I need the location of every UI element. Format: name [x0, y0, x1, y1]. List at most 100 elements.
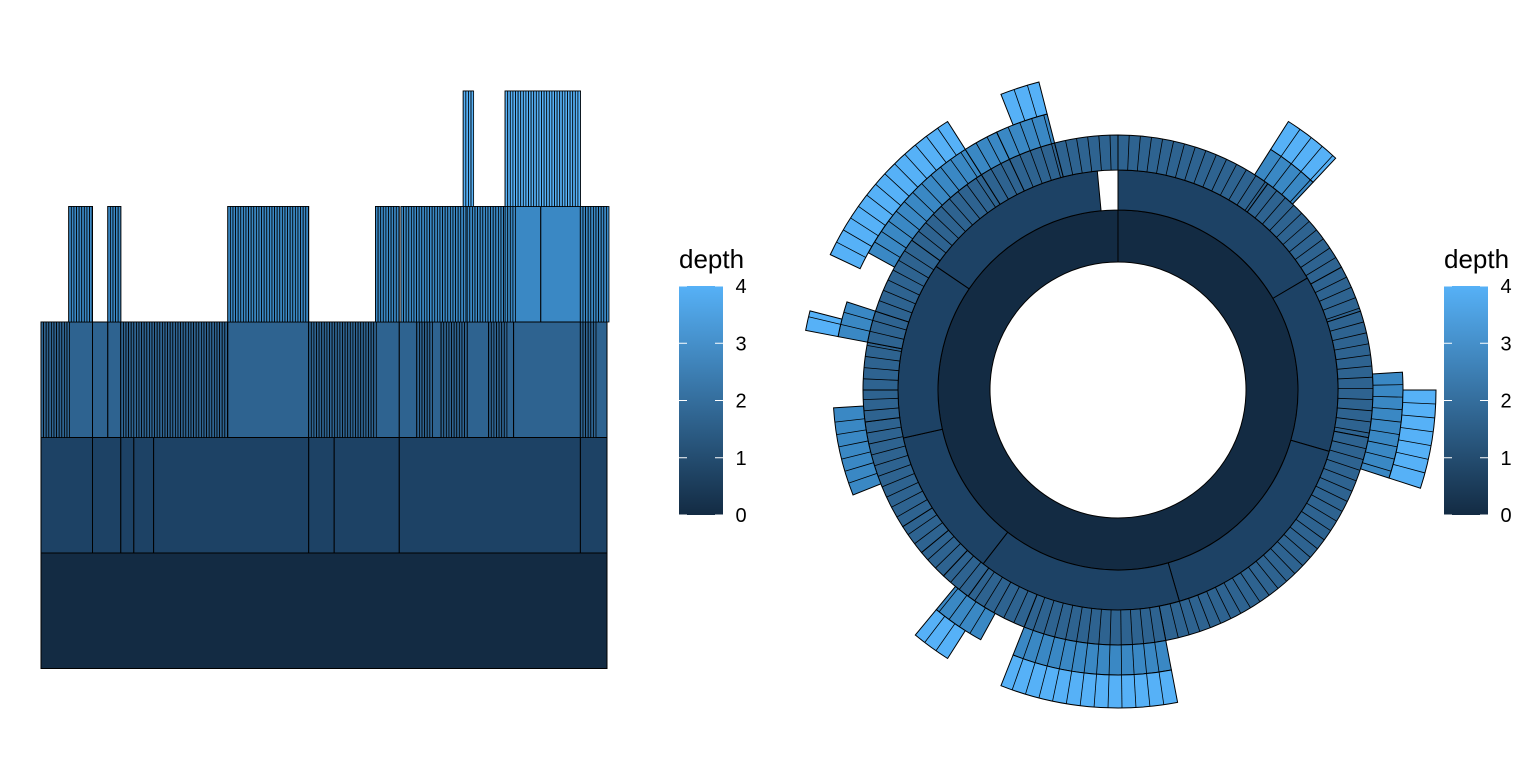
sunburst-leaf-divider: [868, 436, 904, 445]
sunburst-leaf-divider: [1372, 384, 1403, 386]
sunburst-node: [1270, 120, 1337, 183]
icicle-node: [594, 321, 608, 438]
sunburst-leaf-divider: [894, 163, 919, 188]
sunburst-leaf-divider: [1401, 414, 1435, 419]
icicle-leaf: [117, 206, 122, 323]
sunburst-leaf-divider: [1032, 597, 1046, 631]
sunburst-leaf-divider: [1071, 641, 1077, 672]
sunburst-leaf-divider: [1331, 440, 1367, 450]
icicle-node: [466, 321, 490, 438]
icicle-leaf: [605, 206, 610, 323]
sunburst-leaf-divider: [1402, 402, 1436, 405]
sunburst-leaf-divider: [1136, 135, 1141, 171]
sunburst-leaf-divider: [957, 191, 981, 219]
sunburst-node: [1388, 389, 1437, 489]
sunburst-leaf-divider: [1270, 548, 1296, 574]
legend-tick-label: 4: [735, 276, 746, 298]
sunburst-leaf-divider: [1306, 502, 1337, 522]
legend-tick-label: 2: [1500, 391, 1511, 413]
sunburst-leaf-divider: [937, 127, 957, 156]
sunburst-leaf-divider: [869, 330, 905, 340]
sunburst-leaf-divider: [836, 429, 867, 435]
sunburst-leaf-divider: [892, 269, 925, 287]
sunburst-leaf-divider: [983, 577, 1003, 608]
sunburst-leaf-divider: [848, 472, 878, 484]
sunburst-leaf-divider: [840, 323, 870, 332]
sunburst-leaf-divider: [1398, 439, 1432, 447]
icicle-leaf: [373, 321, 377, 438]
sunburst-leaf-divider: [881, 473, 915, 488]
sunburst-leaf-divider: [1087, 136, 1093, 172]
legend-tick-label: 3: [735, 333, 746, 355]
sunburst-leaf-divider: [1326, 307, 1360, 320]
sunburst-leaf-divider: [1109, 609, 1112, 645]
sunburst-leaf-divider: [903, 201, 927, 222]
sunburst-leaf-divider: [1310, 155, 1334, 181]
icicle-leaf: [89, 206, 93, 323]
sunburst-leaf-divider: [1003, 586, 1020, 619]
sunburst-leaf-divider: [871, 445, 906, 456]
sunburst-leaf-divider: [1169, 603, 1179, 638]
sunburst-leaf-divider: [950, 555, 974, 583]
sunburst-leaf-divider: [1133, 674, 1137, 708]
legend-title: depth: [1444, 244, 1509, 274]
sunburst-leaf-divider: [1013, 89, 1026, 121]
sunburst-leaf-divider: [808, 316, 841, 325]
sunburst-leaf-divider: [1332, 332, 1367, 342]
sunburst-leaf-divider: [1323, 468, 1357, 482]
sunburst-leaf-divider: [1372, 407, 1403, 411]
sunburst-leaf-divider: [948, 595, 968, 620]
icicle-node: [153, 437, 310, 554]
sunburst-leaf-divider: [1184, 146, 1196, 181]
sunburst-leaf-divider: [1025, 662, 1036, 695]
sunburst-leaf-divider: [1400, 427, 1434, 433]
sunburst-leaf-divider: [1188, 598, 1201, 632]
sunburst-leaf-divider: [1305, 257, 1337, 276]
sunburst-leaf-divider: [863, 367, 899, 372]
sunburst-leaf-divider: [1329, 321, 1364, 332]
sunburst-leaf-divider: [1040, 146, 1052, 181]
sunburst-leaf-divider: [1156, 138, 1164, 174]
sunburst-leaf-divider: [1019, 154, 1034, 188]
icicle-node: [579, 437, 608, 554]
sunburst-leaf-divider: [1236, 175, 1257, 206]
icicle-node: [540, 206, 581, 323]
sunburst-leaf-divider: [863, 397, 899, 401]
sunburst-leaf-divider: [1263, 554, 1287, 582]
sunburst-leaf-divider: [1315, 485, 1348, 502]
sunburst-leaf-divider: [1280, 129, 1301, 157]
sunburst-leaf-divider: [1058, 639, 1066, 669]
sunburst-leaf-divider: [1255, 561, 1279, 589]
sunburst-leaf-divider: [1276, 212, 1302, 238]
sunburst-leaf-divider: [975, 177, 996, 208]
sunburst-leaf-divider: [974, 571, 995, 602]
legend-title: depth: [679, 244, 744, 274]
sunburst-leaf-divider: [863, 407, 899, 412]
sunburst-leaf-divider: [1054, 602, 1064, 638]
sunburst-leaf-divider: [966, 184, 988, 214]
sunburst-leaf-divider: [1289, 229, 1317, 253]
sunburst-leaf-divider: [1034, 633, 1045, 663]
sunburst-leaf-divider: [1319, 477, 1353, 492]
sunburst-leaf-divider: [940, 206, 966, 232]
sunburst-leaf-divider: [879, 300, 913, 314]
sunburst-leaf-divider: [1083, 643, 1089, 674]
sunburst-leaf-divider: [1371, 418, 1402, 423]
legend-tick-label: 1: [735, 448, 746, 470]
sunburst-leaf-divider: [874, 454, 909, 467]
icicle-node: [398, 321, 418, 438]
sunburst-leaf-divider: [1254, 190, 1278, 219]
icicle-node: [308, 437, 335, 554]
sunburst-leaf-divider: [993, 581, 1012, 613]
icicle-leaf: [577, 90, 581, 207]
sunburst-leaf-divider: [1178, 601, 1190, 635]
sunburst-leaf-divider: [884, 173, 910, 197]
sunburst-leaf-divider: [1087, 608, 1093, 644]
sunburst-leaf-divider: [935, 623, 956, 651]
sunburst-leaf-divider: [1289, 526, 1318, 550]
sunburst-leaf-divider: [1197, 594, 1211, 628]
sunburst-leaf-divider: [932, 213, 959, 239]
sunburst-leaf-divider: [1065, 605, 1074, 640]
sunburst-leaf-divider: [1022, 630, 1034, 659]
legend-left: depth 0 1 2 3 4: [679, 244, 747, 527]
